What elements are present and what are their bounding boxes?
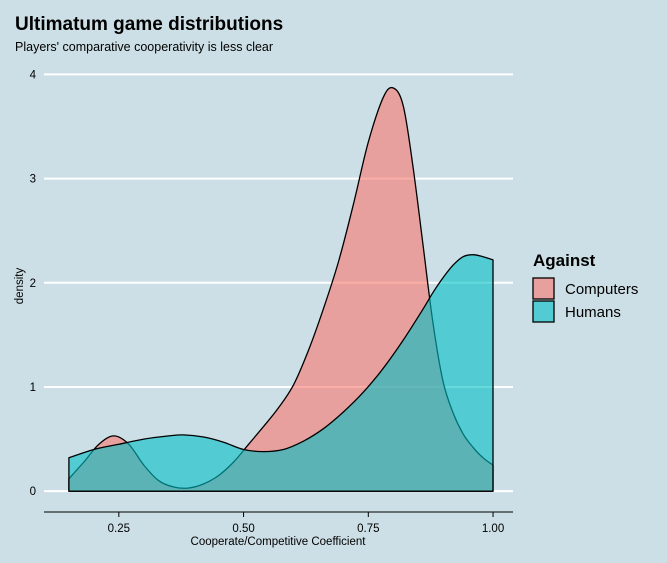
- y-tick-label-1: 1: [30, 382, 36, 394]
- chart-subtitle: Players' comparative cooperativity is le…: [15, 40, 273, 54]
- x-tick-label-0.50: 0.50: [232, 523, 254, 535]
- y-axis-title: density: [14, 268, 26, 305]
- legend-swatch-humans: [532, 300, 555, 323]
- legend-label-humans: Humans: [565, 304, 621, 321]
- x-tick-label-1.00: 1.00: [482, 523, 504, 535]
- y-axis-ticks: 0 1 2 3 4: [30, 69, 37, 498]
- x-axis-title: Cooperate/Competitive Coefficient: [191, 536, 367, 548]
- x-tick-label-0.75: 0.75: [357, 523, 379, 535]
- density-areas: [68, 86, 494, 492]
- x-tick-label-0.25: 0.25: [108, 523, 130, 535]
- legend: Against Computers Humans: [532, 251, 638, 323]
- y-tick-label-0: 0: [30, 486, 36, 498]
- y-tick-label-3: 3: [30, 174, 36, 186]
- x-axis: 0.25 0.50 0.75 1.00: [44, 511, 513, 535]
- legend-swatch-computers: [532, 277, 555, 300]
- y-tick-label-4: 4: [30, 69, 37, 81]
- legend-label-computers: Computers: [565, 281, 638, 298]
- y-tick-label-2: 2: [30, 278, 36, 290]
- legend-title: Against: [533, 251, 596, 270]
- density-area-humans: [68, 254, 494, 492]
- chart-title: Ultimatum game distributions: [15, 14, 283, 35]
